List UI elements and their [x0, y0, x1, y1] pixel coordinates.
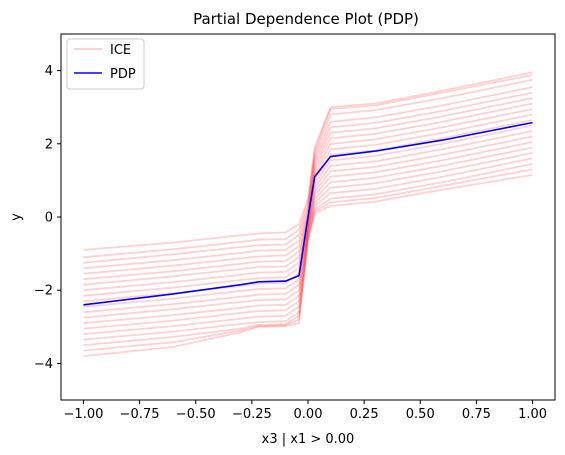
ice-curve-6 [83, 97, 533, 281]
pdp-line [83, 121, 533, 306]
x-tick-label: 0.00 [294, 407, 323, 422]
y-tick-label: −4 [34, 357, 53, 372]
legend: ICE PDP [66, 38, 145, 90]
y-tick-label: 4 [45, 64, 53, 79]
x-tick-label: −0.75 [120, 407, 160, 422]
ice-curve-8 [83, 108, 533, 292]
x-tick-label: −0.50 [176, 407, 216, 422]
x-axis-label: x3 | x1 > 0.00 [262, 432, 355, 447]
chart-title: Partial Dependence Plot (PDP) [193, 10, 419, 28]
ice-curve-17 [83, 157, 533, 341]
ice-curve-12 [83, 130, 533, 314]
ice-curve-15 [83, 146, 533, 330]
ice-curve-16 [83, 152, 533, 335]
y-tick-label: −2 [34, 284, 53, 299]
legend-pdp-label: PDP [110, 67, 136, 82]
y-axis-label: y [9, 213, 24, 221]
x-tick-label: 0.50 [406, 407, 435, 422]
ice-curve-14 [83, 141, 533, 324]
ice-curves [83, 71, 533, 357]
ice-curve-7 [83, 102, 533, 286]
ice-curve-11 [83, 124, 533, 308]
x-tick-label: 0.25 [350, 407, 379, 422]
x-tick-label: 1.00 [518, 407, 547, 422]
ice-curve-4 [83, 86, 533, 270]
ice-curve-19 [83, 168, 533, 352]
y-tick-label: 2 [45, 137, 53, 152]
ice-curve-2 [83, 74, 533, 259]
ice-curve-1 [83, 71, 533, 251]
ice-curve-3 [83, 78, 533, 264]
pdp-series [83, 121, 533, 306]
x-tick-label: −0.25 [232, 407, 272, 422]
x-tick-label: 0.75 [462, 407, 491, 422]
y-axis-ticks: −4 −2 0 2 4 [34, 64, 61, 372]
ice-curve-5 [83, 91, 533, 275]
legend-ice-label: ICE [110, 43, 131, 58]
x-tick-label: −1.00 [64, 407, 104, 422]
ice-curve-13 [83, 135, 533, 319]
y-tick-label: 0 [45, 211, 53, 226]
ice-curve-20 [83, 174, 533, 357]
legend-box [66, 38, 145, 90]
ice-curve-18 [83, 163, 533, 346]
x-axis-ticks: −1.00 −0.75 −0.50 −0.25 0.00 0.25 0.50 0.75 1.00 [64, 400, 547, 422]
